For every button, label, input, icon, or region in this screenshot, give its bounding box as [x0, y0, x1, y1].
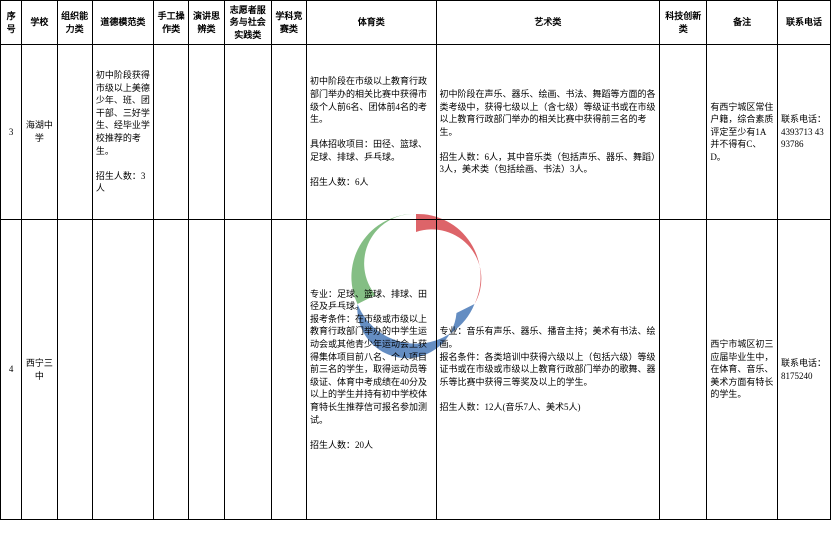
cell-note: 西宁市城区初三应届毕业生中，在体育、音乐、美术方面有特长的学生。 [707, 220, 778, 520]
admission-table: 序号 学校 组织能力类 道德模范类 手工操作类 演讲思辨类 志愿者服务与社会实践… [0, 0, 831, 520]
cell-speech [189, 45, 224, 220]
header-row: 序号 学校 组织能力类 道德模范类 手工操作类 演讲思辨类 志愿者服务与社会实践… [1, 1, 831, 45]
col-art: 艺术类 [436, 1, 660, 45]
cell-craft [154, 220, 189, 520]
cell-moral [92, 220, 153, 520]
cell-tech [660, 45, 707, 220]
cell-num: 3 [1, 45, 22, 220]
col-speech: 演讲思辨类 [189, 1, 224, 45]
cell-org [57, 220, 92, 520]
cell-subj [271, 45, 306, 220]
col-num: 序号 [1, 1, 22, 45]
cell-moral: 初中阶段获得市级以上美德少年、班、团干部、三好学生、经毕业学校推荐的考生。招生人… [92, 45, 153, 220]
table-row: 3 海湖中学 初中阶段获得市级以上美德少年、班、团干部、三好学生、经毕业学校推荐… [1, 45, 831, 220]
cell-phone: 联系电话：4393713 4393786 [777, 45, 830, 220]
cell-school: 海湖中学 [22, 45, 57, 220]
col-note: 备注 [707, 1, 778, 45]
cell-tech [660, 220, 707, 520]
cell-phone: 联系电话：8175240 [777, 220, 830, 520]
col-school: 学校 [22, 1, 57, 45]
cell-subj [271, 220, 306, 520]
col-subj: 学科竞赛类 [271, 1, 306, 45]
cell-speech [189, 220, 224, 520]
col-moral: 道德模范类 [92, 1, 153, 45]
cell-sport: 初中阶段在市级以上教育行政部门举办的相关比赛中获得市级个人前6名、团体前4名的考… [307, 45, 437, 220]
cell-vol [224, 45, 271, 220]
cell-note: 有西宁城区常住户籍，综合素质评定至少有1A并不得有C、D。 [707, 45, 778, 220]
col-craft: 手工操作类 [154, 1, 189, 45]
col-phone: 联系电话 [777, 1, 830, 45]
col-sport: 体育类 [307, 1, 437, 45]
cell-art: 专业：音乐有声乐、器乐、播音主持；美术有书法、绘画。报名条件：各类培训中获得六级… [436, 220, 660, 520]
cell-art: 初中阶段在声乐、器乐、绘画、书法、舞蹈等方面的各类考级中，获得七级以上（含七级）… [436, 45, 660, 220]
cell-vol [224, 220, 271, 520]
cell-sport: 专业：足球、篮球、排球、田径及乒乓球。报考条件：在市级或市级以上教育行政部门举办… [307, 220, 437, 520]
col-tech: 科技创新类 [660, 1, 707, 45]
cell-craft [154, 45, 189, 220]
cell-org [57, 45, 92, 220]
col-org: 组织能力类 [57, 1, 92, 45]
table-row: 4 西宁三中 专业：足球、篮球、排球、田径及乒乓球。报考条件：在市级或市级以上教… [1, 220, 831, 520]
cell-school: 西宁三中 [22, 220, 57, 520]
col-vol: 志愿者服务与社会实践类 [224, 1, 271, 45]
cell-num: 4 [1, 220, 22, 520]
